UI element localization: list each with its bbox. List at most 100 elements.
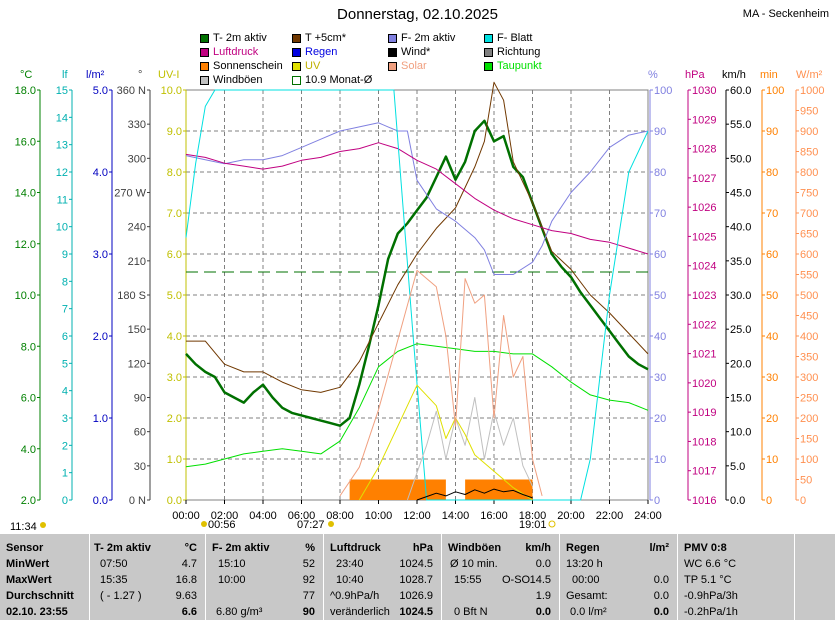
legend-swatch — [388, 61, 397, 71]
x-axis-label: 10:00 — [365, 510, 393, 522]
axis-label-min: 30 — [766, 372, 778, 384]
legend-item: Regen — [292, 46, 337, 58]
axis-label-uv: 6.0 — [167, 249, 182, 261]
axis-label-wm2: 1000 — [800, 85, 824, 97]
axis-label-hum: 30 — [654, 372, 666, 384]
series-line-solar — [339, 269, 543, 497]
axis-label-uv: 1.0 — [167, 454, 182, 466]
sun-icon — [328, 521, 334, 527]
stats-windchill: WC 6.6 °C — [684, 558, 737, 570]
left-time: 11:34 — [10, 521, 37, 533]
stats-hum-max-time: 10:00 — [218, 574, 246, 586]
axis-label-hum: 100 — [654, 85, 672, 97]
axis-label-min: 0 — [766, 495, 772, 507]
axis-label-temp: 18.0 — [15, 85, 36, 97]
x-axis-label: 12:00 — [403, 510, 431, 522]
stats-label-min: MinWert — [6, 558, 50, 570]
axis-label-uv: 2.0 — [167, 413, 182, 425]
axis-label-hpa: 1019 — [692, 407, 716, 419]
x-axis-label: 20:00 — [557, 510, 585, 522]
sunrise-icon — [201, 521, 207, 527]
axis-head-hum: % — [648, 69, 658, 81]
sunshine-bar — [465, 479, 533, 500]
stats-temp-current: 6.6 — [181, 606, 197, 618]
legend-item: 10.9 Monat-Ø — [292, 74, 372, 86]
axis-label-dir: 360 N — [117, 85, 146, 97]
axis-head-wm2: W/m² — [796, 69, 823, 81]
stats-pressure-avg: 1026.9 — [399, 590, 433, 602]
stats-temp-min: 4.7 — [181, 558, 197, 570]
stats-rain-today: 0.0 l/m² — [570, 606, 607, 618]
sunset-time: 07:27 — [297, 519, 325, 531]
stats-temp-delta: ( - 1.27 ) — [100, 590, 142, 602]
axis-label-hpa: 1022 — [692, 319, 716, 331]
stats-hum-current: 90 — [302, 606, 315, 618]
axis-label-min: 50 — [766, 290, 778, 302]
axis-label-lm2: 0.0 — [93, 495, 108, 507]
moon-icon — [548, 520, 556, 528]
axis-label-temp: 10.0 — [15, 290, 36, 302]
axis-label-lf: 2 — [62, 440, 68, 452]
axis-label-hpa: 1029 — [692, 114, 716, 126]
sun-small-icon — [40, 522, 46, 528]
stats-col-pressure: Luftdruck hPa 23:40 1024.5 10:40 1028.7 … — [324, 534, 442, 620]
legend-item: Richtung — [484, 46, 540, 58]
axis-label-wm2: 50 — [800, 475, 812, 487]
stats-rain-unit: l/m² — [649, 542, 669, 554]
axis-label-min: 70 — [766, 208, 778, 220]
stats-trend-3h: -0.9hPa/3h — [684, 590, 738, 602]
stats-temp-min-time: 07:50 — [100, 558, 128, 570]
axis-label-lm2: 1.0 — [93, 413, 108, 425]
legend-swatch — [484, 33, 493, 43]
stats-wind-avg: 1.9 — [535, 590, 551, 602]
stats-temp-unit: °C — [184, 542, 197, 554]
stats-pressure-trend: ^0.9hPa/h — [330, 590, 380, 602]
stats-col-sensor: Sensor MinWert MaxWert Durchschnitt 02.1… — [0, 534, 90, 620]
axis-label-kmh: 50.0 — [730, 153, 751, 165]
stats-pressure-forecast: veränderlich — [330, 606, 390, 618]
axis-label-wm2: 700 — [800, 208, 818, 220]
axis-label-hpa: 1023 — [692, 290, 716, 302]
legend-swatch — [292, 47, 301, 57]
x-axis-label: 00:00 — [172, 510, 200, 522]
stats-wind-max-time: 15:55 — [454, 574, 482, 586]
weather-chart: 2.04.06.08.010.012.014.016.018.0°C012345… — [10, 69, 824, 533]
axis-label-lm2: 4.0 — [93, 167, 108, 179]
stats-temp-max: 16.8 — [175, 574, 197, 586]
axis-label-lm2: 5.0 — [93, 85, 108, 97]
axis-label-uv: 9.0 — [167, 126, 182, 138]
x-axis-label: 06:00 — [288, 510, 316, 522]
axis-label-wm2: 550 — [800, 270, 818, 282]
axis-label-lf: 4 — [62, 386, 68, 398]
series-line-t-5cm- — [186, 81, 649, 393]
axis-label-wm2: 250 — [800, 393, 818, 405]
axis-label-kmh: 0.0 — [730, 495, 745, 507]
axis-label-kmh: 60.0 — [730, 85, 751, 97]
legend-label: Taupunkt — [497, 60, 542, 72]
stats-col-rain: Regen l/m² 13:20 h 00:00 0.0 Gesamt: 0.0… — [560, 534, 678, 620]
legend-swatch — [484, 47, 493, 57]
stats-wind-avg-label: Ø 10 min. — [450, 558, 498, 570]
axis-label-lf: 7 — [62, 304, 68, 316]
legend-item: Taupunkt — [484, 60, 542, 72]
legend-swatch — [388, 33, 397, 43]
axis-label-uv: 10.0 — [161, 85, 182, 97]
axis-label-lf: 13 — [56, 140, 68, 152]
axis-label-wm2: 200 — [800, 413, 818, 425]
legend-item: Luftdruck — [200, 46, 258, 58]
stats-rain-header: Regen — [566, 542, 600, 554]
stats-hum-header: F- 2m aktiv — [212, 542, 270, 554]
axis-label-hpa: 1030 — [692, 85, 716, 97]
series-line-wind- — [416, 488, 533, 501]
axis-head-uv: UV-I — [158, 69, 179, 81]
series-line-t-2m-aktiv — [185, 119, 649, 427]
stats-wind-header: Windböen — [448, 542, 502, 554]
axis-label-uv: 3.0 — [167, 372, 182, 384]
x-axis-label: 22:00 — [596, 510, 624, 522]
stats-wind-bft: 0 Bft N — [454, 606, 488, 618]
station-location: MA - Seckenheim — [742, 8, 829, 20]
legend-label: Windböen — [213, 74, 263, 86]
axis-label-dir: 30 — [134, 461, 146, 473]
axis-label-hum: 60 — [654, 249, 666, 261]
legend-swatch — [388, 47, 397, 57]
